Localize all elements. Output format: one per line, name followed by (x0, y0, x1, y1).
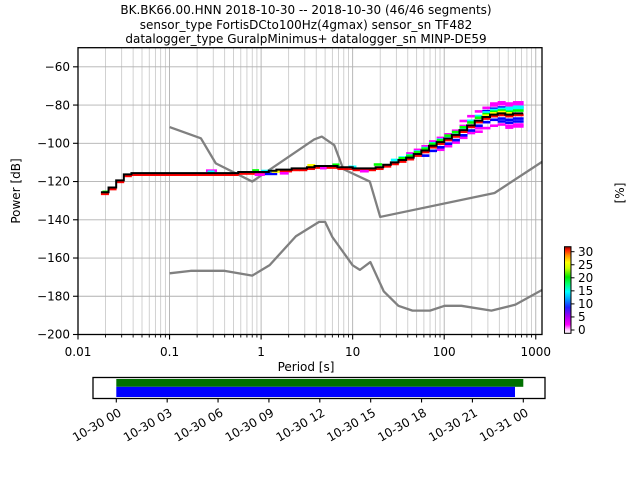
histogram-band (421, 117, 524, 157)
histogram-band (444, 109, 524, 137)
x-tick-label: 0.01 (65, 345, 92, 359)
noise-model-curves (169, 125, 542, 312)
histogram-cell (279, 172, 289, 175)
x-tick-label: 1000 (520, 345, 551, 359)
axes: 0.01 0.1 1 10 100 1000 −60 −80 −100 −120 −140 −160 −… (37, 47, 551, 359)
timeline-tick-label: 10-31 00 (477, 405, 531, 444)
histogram-band (482, 110, 514, 117)
timeline-data-coverage-bar (116, 379, 524, 387)
histogram-band (490, 101, 524, 105)
ppsd-histogram (100, 101, 524, 196)
timeline-tick-label: 10-30 18 (375, 405, 429, 444)
histogram-band (467, 107, 524, 123)
y-tick-label: −100 (37, 137, 70, 151)
histogram-band (398, 139, 445, 160)
timeline-tick-label: 10-30 12 (274, 405, 328, 444)
histogram-cell (373, 163, 383, 166)
colorbar-tick-label: 30 (578, 245, 593, 259)
x-tick-label: 10 (345, 345, 360, 359)
timeline-tick-label: 10-30 21 (426, 405, 480, 444)
x-tick-label: 100 (433, 345, 456, 359)
histogram-band (505, 125, 524, 129)
histogram-cell (320, 166, 327, 170)
x-tick-label: 0.1 (160, 345, 179, 359)
colorbar-tick-label: 5 (578, 310, 586, 324)
histogram-band (459, 102, 524, 123)
timeline-used-segments-bar (116, 386, 515, 397)
histogram-cell (254, 173, 265, 176)
y-tick-label: −80 (45, 98, 70, 112)
histogram-cell (359, 169, 369, 173)
y-tick-label: −140 (37, 213, 70, 227)
y-tick-label: −160 (37, 251, 70, 265)
histogram-cell (264, 172, 278, 176)
histogram-cell (207, 170, 215, 174)
title-line-2: sensor_type FortisDCto100Hz(4gmax) senso… (139, 17, 473, 32)
colorbar-tick-label: 0 (578, 323, 586, 337)
ppsd-mode-line (100, 112, 524, 194)
y-axis-title: Power [dB] (9, 158, 23, 224)
histogram-band (505, 105, 524, 110)
timeline-tick-label: 10-30 03 (121, 405, 175, 444)
y-tick-label: −180 (37, 289, 70, 303)
timeline-tick-label: 10-30 00 (70, 405, 124, 444)
colorbar-title: [%] (613, 182, 627, 204)
histogram-band (474, 123, 524, 133)
y-tick-label: −200 (37, 328, 70, 342)
timeline-tick-label: 10-30 15 (324, 405, 378, 444)
histogram-cell (332, 163, 340, 167)
histogram-cell (307, 163, 316, 167)
colorbar-tick-label: 20 (578, 271, 593, 285)
histogram-band (100, 113, 524, 196)
y-tick-label: −60 (45, 60, 70, 74)
title-line-3: datalogger_type GuralpMinimus+ datalogge… (125, 32, 487, 46)
colorbar-tick-label: 25 (578, 258, 593, 272)
histogram-cell (252, 169, 260, 172)
timeline-tick-label: 10-30 06 (172, 405, 226, 444)
noise-model-low-curve (169, 220, 542, 312)
x-axis-title: Period [s] (277, 360, 335, 374)
histogram-band (497, 120, 524, 124)
noise-model-high-curve (169, 125, 542, 219)
colorbar-gradient (564, 246, 572, 334)
colorbar-tick-label: 15 (578, 284, 593, 298)
x-tick-label: 1 (257, 345, 265, 359)
histogram-band (436, 126, 483, 152)
plot-title: BK.BK66.00.HNN 2018-10-30 -- 2018-10-30 … (74, 3, 538, 47)
title-line-1: BK.BK66.00.HNN 2018-10-30 -- 2018-10-30 … (120, 3, 492, 17)
colorbar-tick-label: 10 (578, 297, 593, 311)
timeline-tick-label: 10-30 09 (223, 405, 277, 444)
y-tick-label: −120 (37, 175, 70, 189)
grid (78, 47, 542, 335)
